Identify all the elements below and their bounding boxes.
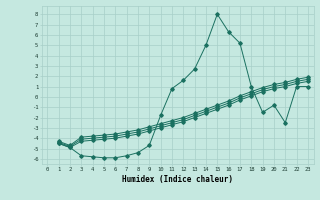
X-axis label: Humidex (Indice chaleur): Humidex (Indice chaleur): [122, 175, 233, 184]
